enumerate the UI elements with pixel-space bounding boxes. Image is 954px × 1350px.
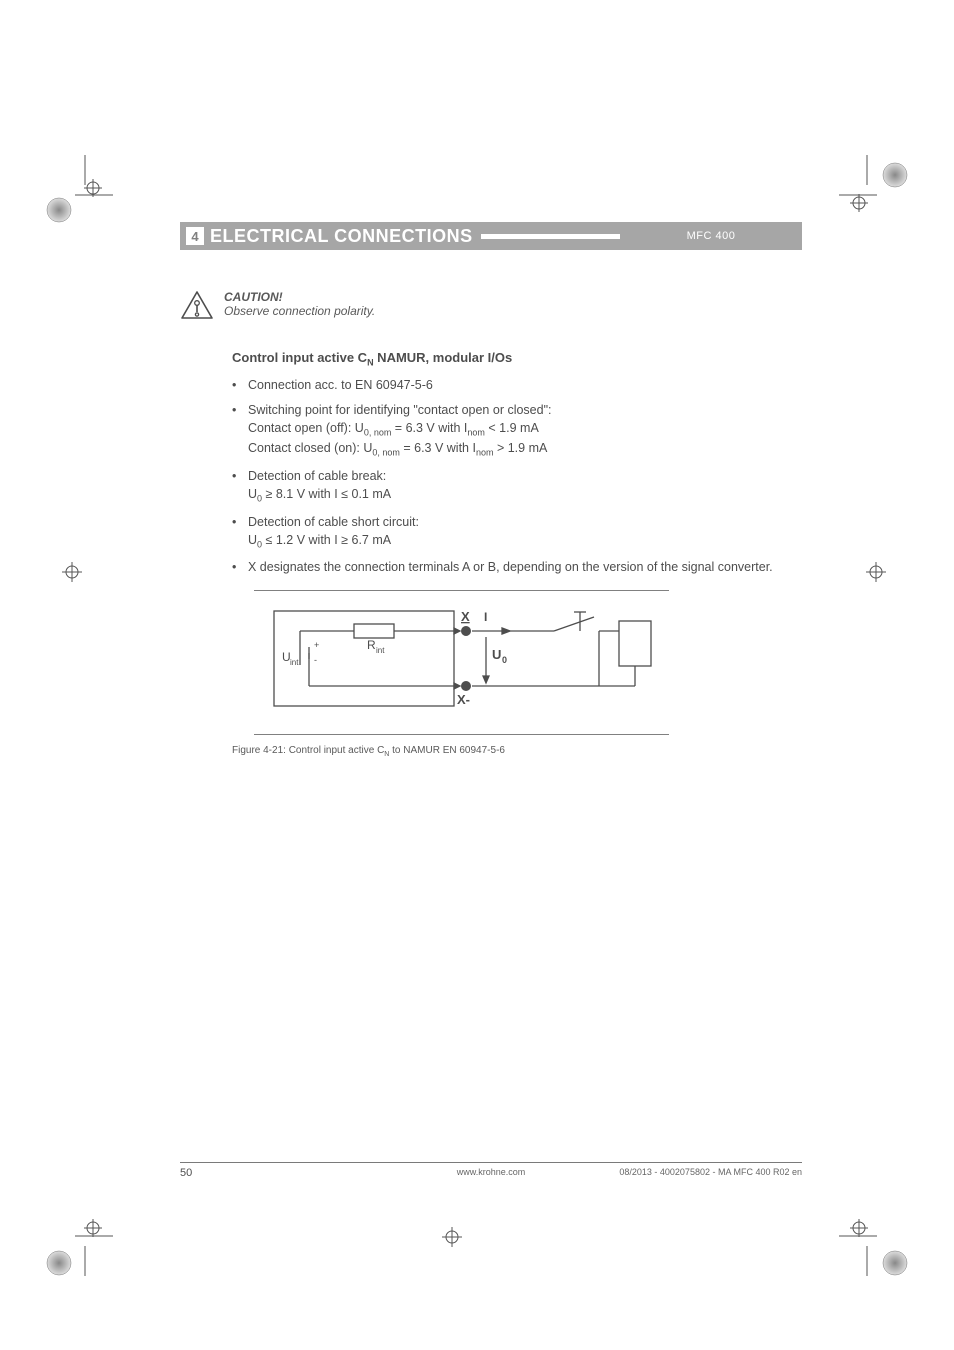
- bullet-5: X designates the connection terminals A …: [232, 558, 777, 576]
- b4l2b: ≤ 1.2 V with I ≥ 6.7 mA: [262, 533, 391, 547]
- crop-mark-mid-left: [60, 560, 90, 590]
- page-footer: 50 www.krohne.com 08/2013 - 4002075802 -…: [180, 1162, 802, 1179]
- svg-text:int: int: [290, 658, 299, 667]
- bullet-4: Detection of cable short circuit: U0 ≤ 1…: [232, 513, 777, 552]
- b2l2a: Contact open (off): U: [248, 421, 364, 435]
- b3l2b: ≥ 8.1 V with I ≤ 0.1 mA: [262, 487, 391, 501]
- caution-block: CAUTION! Observe connection polarity.: [180, 290, 775, 320]
- b3l2a: U: [248, 487, 257, 501]
- chapter-number: 4: [186, 227, 204, 245]
- heading-post: NAMUR, modular I/Os: [374, 350, 513, 365]
- b2l3c: > 1.9 mA: [493, 441, 547, 455]
- crop-mark-bottom-center: [440, 1225, 470, 1255]
- section-heading: Control input active CN NAMUR, modular I…: [232, 350, 777, 368]
- b2l3a: Contact closed (on): U: [248, 441, 372, 455]
- svg-text:X-: X-: [457, 692, 470, 707]
- caution-icon: [180, 290, 214, 320]
- caution-heading: CAUTION!: [224, 290, 375, 304]
- svg-text:0: 0: [502, 655, 507, 665]
- b2l1: Switching point for identifying "contact…: [248, 403, 552, 417]
- crop-mark-top-right: [839, 155, 909, 225]
- crop-mark-bottom-right: [839, 1208, 909, 1278]
- svg-text:int: int: [376, 646, 385, 655]
- svg-text:+: +: [314, 640, 319, 650]
- circuit-figure: + -: [254, 590, 669, 735]
- b2l2s2: nom: [467, 427, 485, 437]
- doc-label: MFC 400: [620, 222, 802, 250]
- figcap-post: to NAMUR EN 60947-5-6: [389, 745, 505, 756]
- figure-caption: Figure 4-21: Control input active CN to …: [232, 745, 505, 758]
- crop-mark-bottom-left: [45, 1208, 115, 1278]
- b2l2b: = 6.3 V with I: [391, 421, 467, 435]
- chapter-title: ELECTRICAL CONNECTIONS: [210, 226, 473, 247]
- bullet-1: Connection acc. to EN 60947-5-6: [232, 376, 777, 394]
- heading-pre: Control input active C: [232, 350, 367, 365]
- section-body: Control input active CN NAMUR, modular I…: [232, 350, 777, 583]
- b2l2s1: 0, nom: [364, 427, 392, 437]
- svg-text:-: -: [314, 655, 317, 665]
- svg-text:I: I: [484, 610, 487, 624]
- page: 4 ELECTRICAL CONNECTIONS MFC 400 CAUTION…: [0, 0, 954, 1350]
- b4l2a: U: [248, 533, 257, 547]
- figcap-pre: Figure 4-21: Control input active C: [232, 745, 384, 756]
- svg-text:X: X: [461, 609, 470, 624]
- crop-mark-mid-right: [864, 560, 894, 590]
- b4l1: Detection of cable short circuit:: [248, 515, 419, 529]
- caution-body: Observe connection polarity.: [224, 304, 375, 318]
- caution-text: CAUTION! Observe connection polarity.: [224, 290, 375, 320]
- bullet-3: Detection of cable break: U0 ≥ 8.1 V wit…: [232, 467, 777, 506]
- b2l2c: < 1.9 mA: [485, 421, 539, 435]
- b2l3s1: 0, nom: [372, 448, 400, 458]
- footer-url: www.krohne.com: [180, 1167, 802, 1177]
- svg-text:R: R: [367, 638, 376, 652]
- crop-mark-top-left: [45, 155, 115, 225]
- bullet-list: Connection acc. to EN 60947-5-6 Switchin…: [232, 376, 777, 577]
- b2l3s2: nom: [476, 448, 494, 458]
- svg-text:U: U: [492, 647, 501, 662]
- b2l3b: = 6.3 V with I: [400, 441, 476, 455]
- bullet-2: Switching point for identifying "contact…: [232, 401, 777, 460]
- b3l1: Detection of cable break:: [248, 469, 386, 483]
